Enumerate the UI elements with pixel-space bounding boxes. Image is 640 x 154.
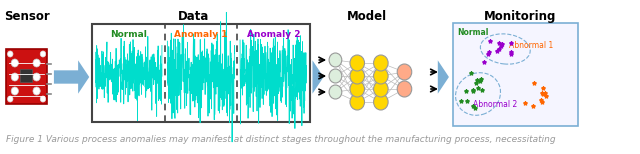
Circle shape (329, 85, 342, 99)
Point (537, 101, 547, 104)
Point (494, 41, 504, 44)
Point (476, 77, 486, 80)
Point (538, 86, 548, 89)
Circle shape (350, 55, 365, 71)
Circle shape (374, 55, 388, 71)
Circle shape (374, 94, 388, 110)
Circle shape (8, 96, 13, 102)
Bar (452, 23, 578, 126)
Point (538, 93, 548, 95)
Text: Abnormal 2: Abnormal 2 (472, 100, 517, 109)
Circle shape (11, 59, 19, 67)
Bar (92, 24, 310, 122)
Text: Normal: Normal (110, 30, 147, 39)
Circle shape (33, 59, 40, 67)
Circle shape (40, 51, 45, 57)
Text: Normal: Normal (457, 28, 488, 37)
Text: Data: Data (178, 10, 209, 23)
Circle shape (397, 64, 412, 80)
Point (484, 51, 494, 53)
Point (485, 39, 495, 42)
Point (541, 95, 551, 98)
Point (506, 50, 516, 53)
Point (462, 99, 472, 102)
Circle shape (350, 94, 365, 110)
Point (483, 52, 493, 55)
Circle shape (33, 87, 40, 95)
Text: Anomaly 1: Anomaly 1 (174, 30, 228, 39)
Point (475, 80, 485, 82)
Point (456, 100, 467, 102)
Bar (20, 69, 32, 82)
Circle shape (350, 68, 365, 84)
Point (469, 107, 479, 109)
Bar (6, 49, 47, 104)
Point (467, 90, 477, 92)
Point (529, 82, 539, 85)
Text: Monitoring: Monitoring (484, 10, 556, 23)
Point (473, 87, 483, 90)
Circle shape (329, 69, 342, 83)
Circle shape (374, 81, 388, 97)
Circle shape (374, 68, 388, 84)
Point (495, 45, 506, 47)
Point (468, 105, 479, 107)
Point (472, 79, 482, 81)
Point (477, 89, 488, 91)
Circle shape (350, 81, 365, 97)
Point (467, 89, 477, 91)
Point (466, 72, 476, 74)
Circle shape (11, 87, 19, 95)
Point (492, 49, 502, 52)
Point (506, 42, 516, 45)
Text: Abnormal 1: Abnormal 1 (509, 41, 553, 50)
Point (536, 99, 546, 101)
Point (528, 105, 538, 107)
Circle shape (40, 96, 45, 102)
Text: Model: Model (347, 10, 387, 23)
Point (520, 101, 530, 104)
Text: Anomaly 2: Anomaly 2 (247, 30, 300, 39)
Point (470, 82, 481, 84)
Circle shape (33, 73, 40, 81)
Circle shape (397, 81, 412, 97)
Point (494, 48, 504, 50)
Point (537, 91, 547, 94)
Circle shape (11, 73, 19, 81)
Circle shape (8, 51, 13, 57)
Circle shape (329, 53, 342, 67)
Point (460, 90, 470, 92)
Text: Figure 1 Various process anomalies may manifest at distinct stages throughout th: Figure 1 Various process anomalies may m… (6, 135, 556, 144)
Point (479, 60, 489, 63)
Point (506, 52, 516, 55)
Point (540, 92, 550, 95)
Text: Sensor: Sensor (4, 10, 49, 23)
Point (497, 43, 507, 46)
